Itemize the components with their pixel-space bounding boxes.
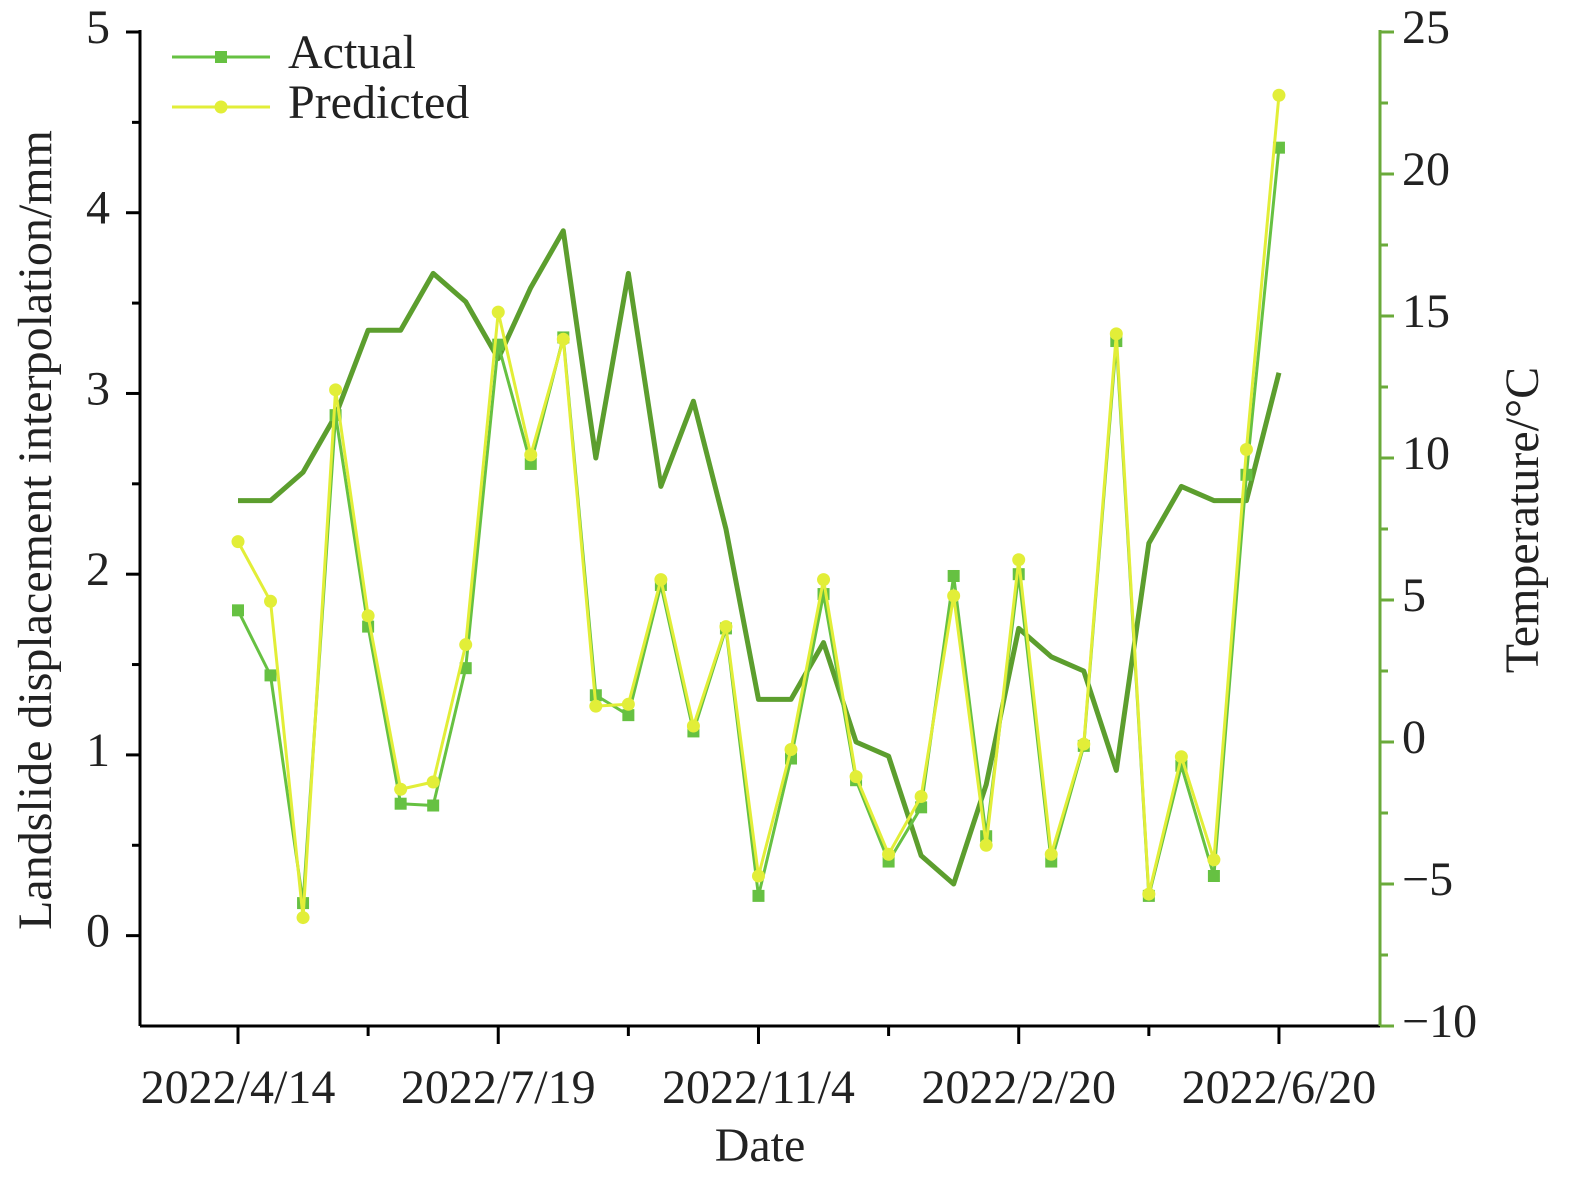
data-point	[1012, 553, 1026, 567]
data-point	[1044, 847, 1058, 861]
data-point	[1239, 442, 1253, 456]
y-tick-label: 5	[86, 1, 110, 54]
data-point	[817, 573, 831, 587]
y-tick-label: 1	[86, 724, 110, 777]
legend-label: Actual	[288, 26, 416, 79]
x-axis-label: Date	[715, 1119, 806, 1172]
data-point	[459, 662, 472, 675]
y-tick-label: 3	[86, 362, 110, 415]
data-point	[556, 332, 570, 346]
data-point	[621, 697, 635, 711]
data-point	[491, 305, 505, 319]
data-point	[752, 889, 765, 902]
x-tick-label: 2022/6/20	[1182, 1061, 1377, 1114]
data-point	[524, 457, 537, 470]
y2-tick-label: −5	[1402, 853, 1453, 906]
data-point	[622, 709, 635, 722]
data-point	[1077, 737, 1091, 751]
data-point	[882, 847, 896, 861]
y2-tick-label: 5	[1402, 569, 1426, 622]
data-point	[361, 609, 375, 623]
series-line	[236, 147, 1281, 905]
data-point	[751, 869, 765, 883]
y2-tick-label: 20	[1402, 143, 1450, 196]
legend-marker	[215, 51, 227, 63]
data-point	[849, 770, 863, 784]
x-tick-label: 2022/2/20	[921, 1061, 1116, 1114]
data-point	[654, 573, 668, 587]
data-point	[427, 799, 440, 812]
series-line	[238, 228, 1282, 887]
data-point	[524, 448, 538, 462]
series-line	[236, 95, 1281, 920]
x-tick-label: 2022/4/14	[141, 1061, 336, 1114]
data-point	[394, 797, 407, 810]
x-tick-label: 2022/7/19	[401, 1061, 596, 1114]
data-point	[719, 620, 733, 634]
data-point	[979, 838, 993, 852]
y2-tick-label: 15	[1402, 285, 1450, 338]
y2-tick-label: 10	[1402, 427, 1450, 480]
legend-label: Predicted	[288, 76, 469, 129]
data-point	[784, 742, 798, 756]
data-point	[1142, 887, 1156, 901]
y-tick-label: 0	[86, 905, 110, 958]
data-point	[947, 589, 961, 603]
y2-tick-label: 0	[1402, 711, 1426, 764]
data-point	[589, 699, 603, 713]
data-point	[426, 775, 440, 789]
data-point	[1272, 141, 1285, 154]
y-tick-label: 2	[86, 543, 110, 596]
x-tick-label: 2022/11/4	[662, 1061, 855, 1114]
data-point	[1240, 468, 1253, 481]
data-point	[296, 911, 310, 925]
data-point	[329, 383, 343, 397]
data-point	[264, 669, 277, 682]
data-point	[231, 535, 245, 549]
data-point	[1174, 750, 1188, 764]
data-point	[1109, 327, 1123, 341]
data-point	[686, 719, 700, 733]
data-point	[947, 569, 960, 582]
data-point	[394, 782, 408, 796]
data-point	[1207, 869, 1220, 882]
data-point	[1207, 853, 1221, 867]
data-point	[232, 604, 244, 617]
y-tick-label: 4	[86, 182, 110, 235]
y2-axis-label: Temperature/°C	[1496, 367, 1549, 673]
legend-marker	[214, 100, 228, 114]
data-point	[264, 594, 278, 608]
y2-tick-label: 25	[1402, 1, 1450, 54]
y-axis-label: Landslide displacement interpolation/mm	[9, 130, 62, 930]
y2-tick-label: −10	[1402, 995, 1477, 1048]
data-point	[1272, 88, 1286, 102]
data-point	[914, 789, 928, 803]
data-point	[459, 638, 473, 652]
